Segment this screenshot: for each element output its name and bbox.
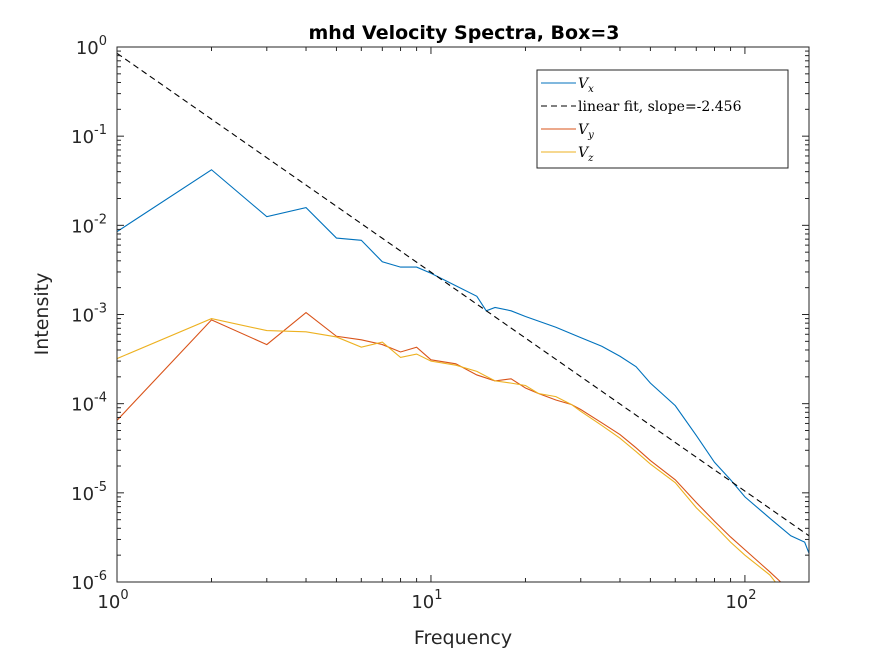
legend-label-1: linear fit, slope=-2.456 xyxy=(578,99,742,115)
legend-label-3: Vz xyxy=(578,145,594,164)
x-tick-label: 101 xyxy=(411,588,442,613)
series-line-2 xyxy=(117,311,782,582)
legend: Vx linear fit, slope=-2.456 Vy Vz xyxy=(536,69,789,169)
y-tick-label: 10-5 xyxy=(71,480,107,505)
legend-label-2: Vy xyxy=(578,122,594,141)
x-axis-label: Frequency xyxy=(414,627,512,649)
x-tick-label: 102 xyxy=(725,588,756,613)
series-line-0 xyxy=(117,169,809,554)
legend-label-0: Vx xyxy=(578,76,594,95)
y-axis-label: Intensity xyxy=(31,273,53,356)
y-tick-label: 10-2 xyxy=(71,212,107,237)
y-tick-label: 10-4 xyxy=(71,391,107,416)
series-line-3 xyxy=(117,318,776,582)
tick-layer: 100 101 102 10-6 10-5 10-4 10-3 10-2 10-1 100 xyxy=(71,34,809,613)
series-layer xyxy=(117,52,809,582)
chart-title: mhd Velocity Spectra, Box=3 xyxy=(309,22,620,44)
y-tick-label: 100 xyxy=(76,34,107,59)
y-tick-label: 10-1 xyxy=(71,123,107,148)
series-line-1 xyxy=(117,52,809,537)
legend-box xyxy=(536,69,789,169)
y-tick-label: 10-6 xyxy=(71,569,107,594)
x-tick-label: 100 xyxy=(97,588,128,613)
y-tick-label: 10-3 xyxy=(71,302,107,327)
